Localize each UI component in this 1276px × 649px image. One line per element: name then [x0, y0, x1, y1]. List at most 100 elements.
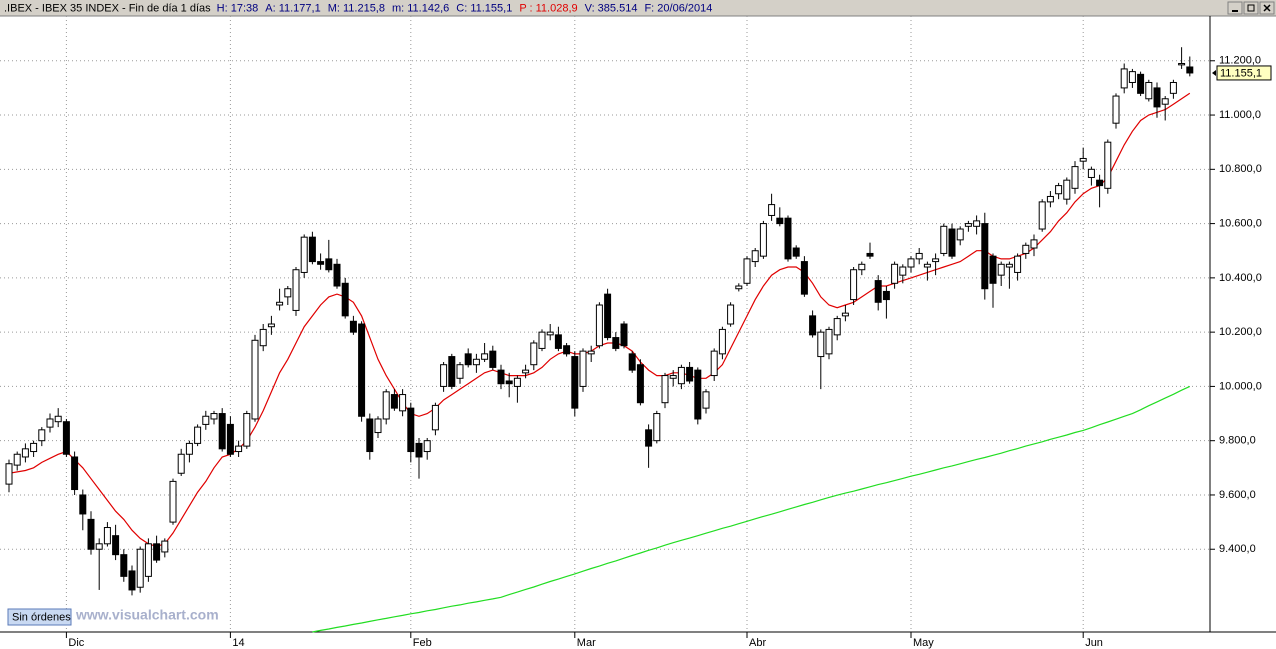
close-icon	[1263, 4, 1271, 12]
candle-body	[874, 280, 882, 303]
candle-body	[448, 356, 456, 387]
candle-body	[964, 223, 972, 227]
y-tick-label: 10.600,0	[1219, 218, 1262, 230]
candle-body	[276, 301, 284, 306]
candle-body	[1087, 168, 1095, 178]
x-tick-label: Dic	[68, 637, 84, 649]
candle-body	[120, 554, 128, 577]
candle-body	[546, 331, 554, 336]
candle-body	[333, 263, 341, 287]
y-tick-label: 9.600,0	[1219, 489, 1256, 501]
candle-body	[103, 527, 111, 545]
candle-body	[776, 217, 784, 225]
y-tick-label: 10.200,0	[1219, 326, 1262, 338]
candle-body	[735, 285, 743, 290]
candle-body	[1063, 179, 1071, 200]
candle-body	[284, 288, 292, 298]
candle-body	[358, 323, 366, 417]
candle-body	[144, 543, 152, 577]
candle-body	[694, 369, 702, 420]
candle-body	[300, 236, 308, 273]
candle-body	[456, 364, 464, 379]
candle-body	[1112, 95, 1120, 124]
candle-body	[825, 328, 833, 355]
candle-body	[833, 318, 841, 336]
candle-body	[472, 358, 480, 366]
candle-body	[604, 293, 612, 339]
minimize-button[interactable]	[1227, 1, 1243, 15]
candle-body	[530, 342, 538, 366]
candle-body	[1128, 71, 1136, 83]
candle-body	[858, 263, 866, 271]
candle-body	[390, 394, 398, 409]
candle-body	[161, 540, 169, 553]
candle-body	[1145, 81, 1153, 100]
candle-body	[956, 228, 964, 241]
window-buttons[interactable]	[1227, 1, 1275, 15]
candle-body	[817, 331, 825, 358]
x-tick-label: Jun	[1085, 637, 1103, 649]
candle-body	[1055, 185, 1063, 195]
candle-body	[809, 315, 817, 336]
candle-body	[497, 369, 505, 385]
header-field: C: 11.155,1	[456, 2, 512, 14]
candle-body	[1096, 179, 1104, 187]
candle-body	[866, 252, 874, 257]
candle-body	[317, 261, 325, 265]
header-field: F: 20/06/2014	[644, 2, 712, 14]
candle-body	[1169, 81, 1177, 94]
candle-body	[440, 364, 448, 387]
status-box[interactable]	[7, 608, 72, 626]
candle-body	[243, 413, 251, 447]
maximize-button[interactable]	[1243, 1, 1259, 15]
candle-body	[587, 350, 595, 355]
candle-body	[366, 418, 374, 453]
header-field: V: 385.514	[585, 2, 638, 14]
y-tick-label: 10.000,0	[1219, 380, 1262, 392]
candle-body	[891, 263, 899, 284]
header-field: P : 11.028,9	[519, 2, 577, 14]
candle-body	[46, 418, 54, 428]
candle-body	[948, 228, 956, 257]
candle-body	[169, 480, 177, 523]
y-tick-label: 10.800,0	[1219, 163, 1262, 175]
x-tick-label: Mar	[577, 637, 596, 649]
candle-body	[235, 445, 243, 453]
candle-body	[882, 290, 890, 301]
candle-body	[981, 223, 989, 290]
candle-body	[1071, 166, 1079, 189]
candle-body	[620, 323, 628, 347]
candle-body	[669, 375, 677, 379]
candle-body	[768, 204, 776, 216]
candle-body	[759, 223, 767, 257]
price-flag-label: 11.155,1	[1220, 67, 1262, 79]
candle-body	[973, 220, 981, 227]
candle-body	[202, 415, 210, 425]
candle-body	[997, 263, 1005, 276]
watermark: www.visualchart.com	[75, 607, 219, 623]
y-tick-label: 9.400,0	[1219, 543, 1256, 555]
x-tick-label: 14	[232, 637, 244, 649]
candle-body	[112, 535, 120, 556]
header-field: H: 17:38	[217, 2, 259, 14]
candle-body	[1153, 87, 1161, 108]
header-field: M: 11.215,8	[328, 2, 385, 14]
candle-body	[292, 269, 300, 311]
y-tick-label: 11.200,0	[1219, 55, 1261, 67]
candle-body	[1120, 68, 1128, 89]
candle-body	[579, 350, 587, 387]
candle-body	[464, 353, 472, 366]
candle-body	[489, 350, 497, 368]
candle-body	[79, 494, 87, 515]
candle-body	[218, 413, 226, 450]
moving-average	[312, 385, 1191, 633]
candle-body	[341, 282, 349, 317]
candle-body	[686, 366, 694, 382]
candle-body	[1178, 62, 1186, 66]
candle-body	[522, 369, 530, 374]
candle-body	[5, 463, 13, 485]
candle-body	[267, 323, 275, 328]
x-tick-label: Abr	[749, 637, 766, 649]
candle-body	[899, 266, 907, 276]
